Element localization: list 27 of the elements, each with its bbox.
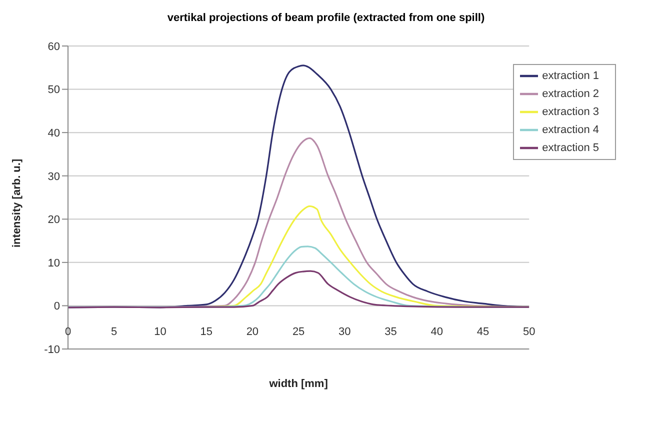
y-tick-label: 10 bbox=[48, 257, 60, 270]
line-series bbox=[68, 270, 530, 308]
y-tick-label: 30 bbox=[48, 170, 60, 183]
x-tick-label: 45 bbox=[476, 326, 490, 338]
y-tick-label: -10 bbox=[44, 344, 60, 356]
y-tick-label: 50 bbox=[48, 84, 60, 96]
legend-label: extraction 3 bbox=[542, 106, 599, 118]
x-tick-label: 5 bbox=[111, 326, 118, 338]
chart-title: vertikal projections of beam profile (extracted from one spill) bbox=[166, 11, 486, 26]
x-tick-label: 25 bbox=[292, 326, 305, 338]
x-axis-title: width [mm] bbox=[268, 378, 328, 390]
legend-label: extraction 1 bbox=[542, 70, 599, 82]
y-tick-label: 0 bbox=[54, 300, 60, 313]
x-tick-label: 10 bbox=[154, 326, 166, 338]
x-tick-label: 15 bbox=[200, 326, 212, 338]
x-tick-label: 20 bbox=[246, 326, 259, 338]
y-axis-title: intensity [arb. u.] bbox=[10, 158, 23, 248]
legend-label: extraction 2 bbox=[542, 88, 599, 100]
x-tick-label: 30 bbox=[338, 326, 351, 338]
x-tick-label: 35 bbox=[384, 326, 397, 338]
legend-label: extraction 4 bbox=[542, 124, 599, 136]
x-tick-label: 50 bbox=[523, 326, 536, 338]
legend-label: extraction 5 bbox=[542, 142, 599, 154]
y-tick-label: 40 bbox=[48, 127, 60, 140]
y-tick-label: 20 bbox=[48, 214, 60, 226]
x-tick-label: 40 bbox=[430, 326, 444, 338]
y-tick-label: 60 bbox=[48, 40, 60, 53]
